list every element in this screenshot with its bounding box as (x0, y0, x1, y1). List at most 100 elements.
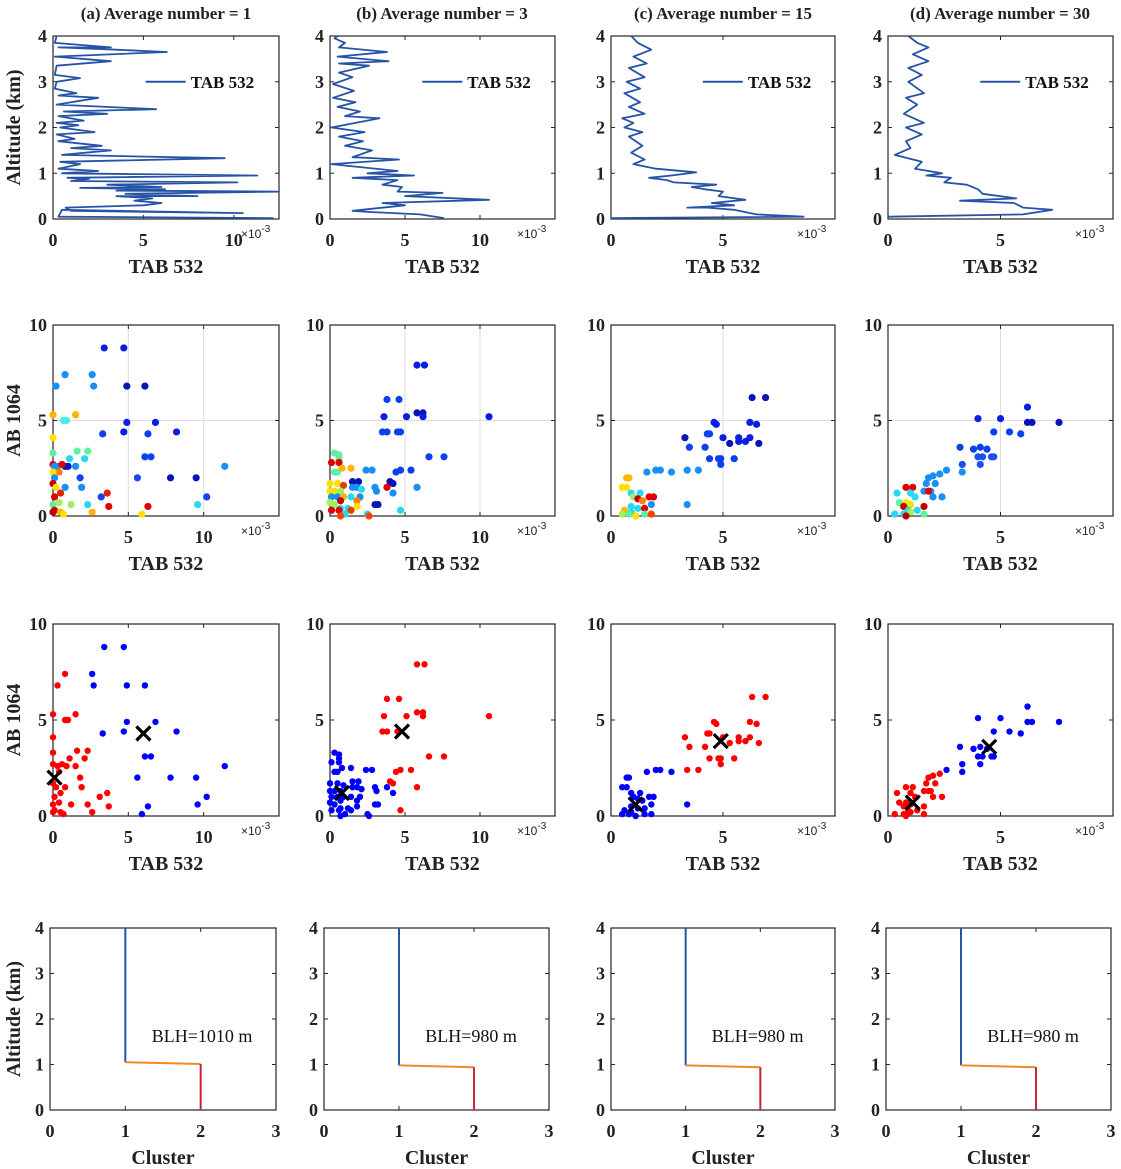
centroid-x-marker (981, 738, 998, 756)
scatter-point (485, 413, 493, 421)
scatter-point (383, 428, 391, 436)
x-axis-label: TAB 532 (963, 256, 1038, 278)
scatter-point (120, 428, 128, 436)
cluster-red-point (717, 760, 724, 768)
scatter-point (73, 447, 81, 455)
scatter-point (694, 466, 702, 474)
cluster-blue-point (1024, 703, 1031, 710)
x-tick-label: 0 (607, 230, 616, 250)
cluster-red-point (397, 807, 404, 814)
scatter-point (649, 493, 658, 501)
cluster-red-point (938, 793, 946, 800)
cluster-red-point (104, 789, 111, 797)
scatter-point (327, 493, 336, 501)
cluster-blue-point (147, 753, 155, 760)
scatter-point (389, 479, 397, 488)
panel-r4-d: 0 1 2 3 0 1 2 3 4 Cluster BLH=980 m (871, 918, 1116, 1169)
cluster-red-point (748, 693, 756, 701)
cluster-red-point (896, 799, 903, 806)
cluster-red-point (379, 728, 386, 735)
blh-annotation: BLH=980 m (712, 1026, 804, 1046)
y-tick-label: 4 (596, 26, 605, 46)
cluster-blue-point (979, 753, 986, 760)
cluster-red-point (49, 801, 57, 808)
cluster-red-point (425, 753, 433, 760)
scatter-point (643, 468, 651, 476)
y-tick-label: 5 (873, 411, 882, 431)
x-tick-label: 0 (884, 230, 893, 250)
panel-r1-a: 0 5 10 0 1 2 3 4 ×10-3 TAB 532 Altitude (km) TAB 53… (3, 26, 280, 278)
panel-r2-a: 0 5 10 0 5 10 ×10-3 TAB 532 AB 1064 (3, 315, 280, 575)
cluster-blue-point (338, 764, 346, 772)
scatter-point (419, 413, 427, 421)
scatter-point (748, 393, 756, 402)
y-tick-label: 3 (596, 964, 605, 984)
scatter-point (761, 393, 770, 402)
cluster-blue-point (974, 753, 982, 760)
x-tick-label: 10 (195, 827, 213, 847)
legend-label: TAB 532 (1025, 73, 1088, 92)
x-tick-label: 5 (124, 527, 133, 547)
axes-box (49, 927, 277, 1111)
scatter-point (632, 512, 640, 520)
cluster-blue-point (368, 766, 376, 774)
cluster-red-point (419, 712, 427, 720)
x-tick-label: 5 (401, 827, 410, 847)
cluster-blue-point (331, 801, 338, 808)
cluster-blue-point (1006, 728, 1013, 735)
scatter-point (49, 508, 57, 516)
cluster-red-point (920, 810, 928, 818)
scatter-point (440, 453, 448, 461)
cluster-red-point (61, 670, 69, 678)
cluster-blue-point (120, 728, 128, 735)
cluster-blue-point (645, 793, 653, 800)
scatter-point (203, 493, 211, 501)
scatter-point (407, 466, 415, 474)
cluster-blue-point (648, 801, 655, 808)
scatter-point (192, 474, 200, 482)
x-exponent-label: ×10-3 (517, 821, 547, 838)
x-tick-label: 5 (719, 527, 728, 547)
scatter-point (365, 512, 373, 520)
cluster-red-point (395, 695, 403, 703)
scatter-point (326, 479, 334, 488)
scatter-point (49, 468, 57, 476)
y-axis-label: AB 1064 (3, 384, 25, 457)
cluster-red-point (52, 784, 60, 791)
cluster-red-point (731, 755, 738, 762)
scatter-point (354, 478, 363, 486)
centroid-x-marker (712, 732, 729, 750)
scatter-point (90, 382, 98, 390)
cluster-red-point (84, 747, 91, 754)
cluster-blue-point (144, 803, 152, 810)
scatter-point (97, 493, 105, 501)
scatter-point (120, 344, 128, 352)
cluster-blue-point (334, 780, 341, 787)
panel-r3-a: 0 5 10 0 5 10 ×10-3 TAB 532 AB 1064 (3, 614, 280, 875)
scatter-point (958, 468, 966, 476)
cluster-red-point (726, 739, 733, 747)
cluster-red-point (72, 711, 79, 718)
x-exponent-label: ×10-3 (241, 521, 271, 538)
blh-annotation: BLH=980 m (425, 1026, 517, 1046)
scatter-point (717, 455, 725, 463)
scatter-point (330, 487, 339, 495)
cluster-blue-point (88, 670, 96, 678)
scatter-point (1023, 403, 1032, 411)
scatter-point (893, 489, 901, 497)
x-tick-label: 0 (884, 827, 893, 847)
cluster-red-point (72, 762, 79, 770)
scatter-point (683, 466, 691, 474)
cluster-red-point (936, 770, 943, 777)
y-tick-label: 3 (309, 964, 318, 984)
centroid-x-marker (135, 725, 152, 742)
scatter-point (357, 485, 366, 493)
scatter-point (741, 437, 750, 446)
cluster-red-point (413, 661, 421, 668)
cluster-blue-point (648, 810, 655, 818)
scatter-point (59, 510, 68, 518)
scatter-point (335, 458, 343, 467)
x-tick-label: 0 (607, 1121, 616, 1141)
cluster-red-point (907, 808, 914, 816)
